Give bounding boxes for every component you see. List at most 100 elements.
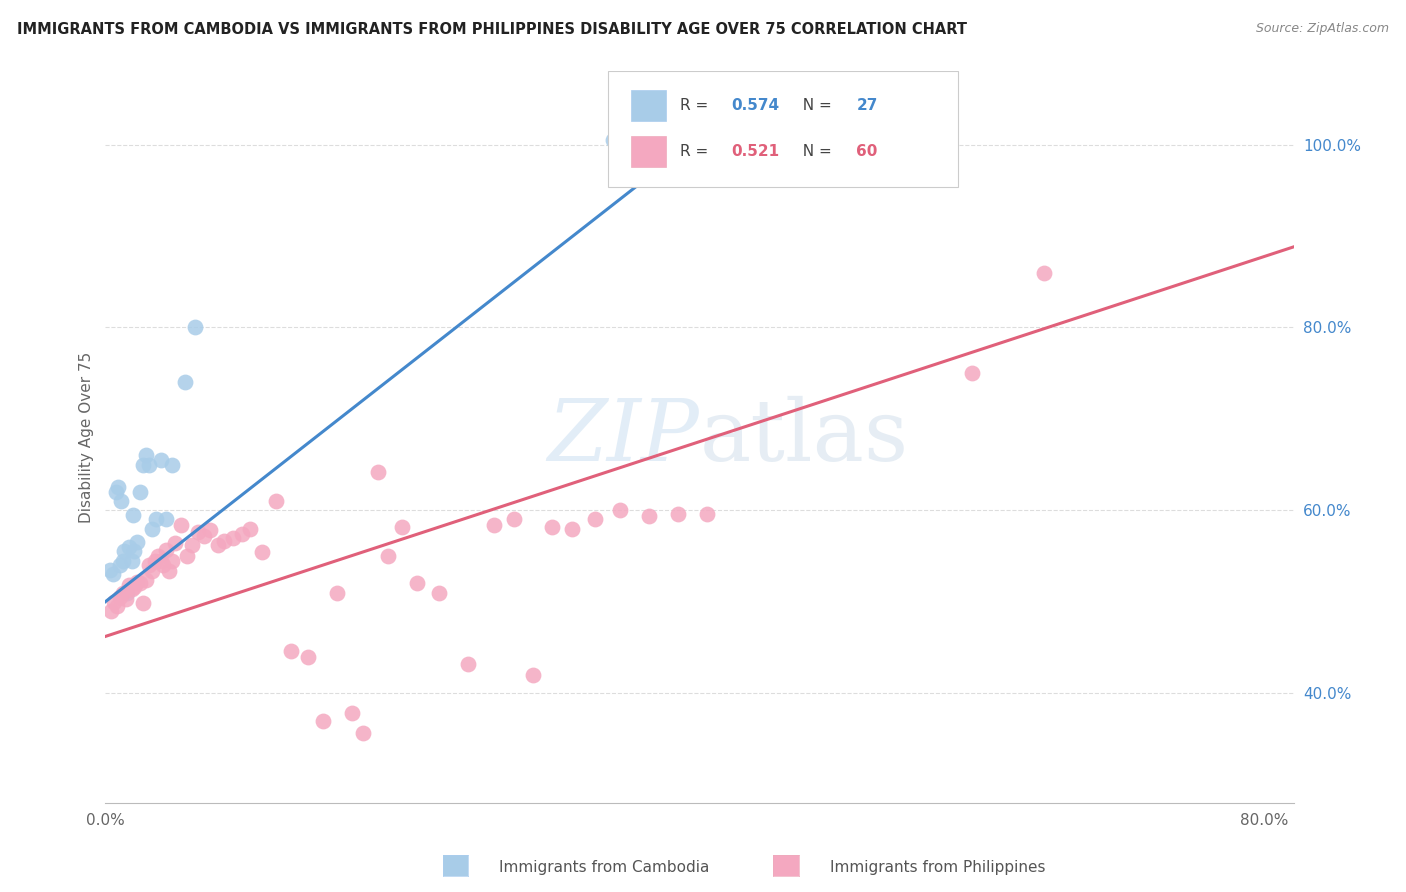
Point — [141, 521, 163, 535]
Point — [108, 558, 131, 573]
Point — [100, 604, 122, 618]
Point — [124, 580, 146, 594]
Point — [103, 595, 125, 609]
Point — [104, 485, 127, 500]
Point — [127, 535, 149, 549]
Point — [326, 585, 349, 599]
Point — [146, 549, 169, 563]
Point — [609, 503, 631, 517]
Point — [108, 590, 131, 604]
Text: 27: 27 — [856, 98, 877, 113]
Point — [157, 564, 180, 578]
Point — [176, 549, 198, 563]
Point — [138, 458, 160, 472]
Text: atlas: atlas — [700, 395, 908, 479]
Point — [391, 519, 413, 533]
Point — [111, 553, 134, 567]
Point — [110, 494, 132, 508]
Point — [198, 524, 221, 538]
Point — [184, 320, 207, 334]
Point — [352, 726, 374, 740]
Point — [297, 649, 319, 664]
Point — [170, 517, 193, 532]
Point — [174, 376, 197, 390]
Point — [214, 534, 236, 549]
Point — [112, 544, 135, 558]
Point — [135, 449, 157, 463]
Text: Immigrants from Cambodia: Immigrants from Cambodia — [499, 860, 710, 874]
Text: N =: N = — [793, 98, 837, 113]
Point — [101, 567, 124, 582]
Point — [141, 564, 163, 578]
Point — [143, 554, 166, 568]
Point — [666, 507, 689, 521]
Point — [637, 508, 659, 523]
Point — [155, 543, 177, 558]
Point — [522, 667, 544, 682]
Point — [149, 453, 172, 467]
Point — [121, 553, 143, 567]
Point — [129, 576, 152, 591]
Point — [503, 512, 526, 526]
Point — [280, 644, 302, 658]
Point — [266, 494, 288, 508]
Point — [124, 544, 146, 558]
Point — [960, 366, 983, 380]
Point — [160, 458, 183, 472]
Point — [583, 512, 606, 526]
Point — [117, 578, 139, 592]
Text: 0.521: 0.521 — [731, 145, 780, 160]
Point — [111, 585, 134, 599]
Point — [163, 536, 186, 550]
Point — [145, 512, 167, 526]
Bar — [630, 90, 666, 121]
Point — [105, 599, 128, 614]
Text: 60: 60 — [856, 145, 877, 160]
Point — [135, 573, 157, 587]
Point — [181, 538, 204, 552]
Point — [138, 558, 160, 573]
Point — [114, 591, 136, 606]
Text: R =: R = — [681, 98, 714, 113]
Point — [406, 576, 429, 591]
Text: N =: N = — [793, 145, 837, 160]
Point — [231, 527, 253, 541]
Point — [239, 521, 262, 535]
Text: R =: R = — [681, 145, 714, 160]
Point — [152, 558, 174, 573]
Point — [482, 517, 505, 532]
Point — [457, 657, 479, 671]
Point — [187, 525, 209, 540]
Point — [222, 531, 245, 545]
Point — [129, 485, 152, 500]
Point — [122, 508, 145, 522]
Text: IMMIGRANTS FROM CAMBODIA VS IMMIGRANTS FROM PHILIPPINES DISABILITY AGE OVER 75 C: IMMIGRANTS FROM CAMBODIA VS IMMIGRANTS F… — [17, 22, 967, 37]
Point — [250, 545, 273, 559]
Point — [602, 133, 624, 147]
Text: ZIP: ZIP — [547, 396, 700, 478]
Point — [696, 507, 718, 521]
Point — [1033, 266, 1056, 280]
Point — [132, 597, 155, 611]
Point — [98, 563, 121, 577]
Point — [540, 519, 562, 533]
Point — [149, 554, 172, 568]
Point — [160, 554, 183, 568]
Point — [132, 458, 155, 472]
Point — [312, 714, 335, 728]
Point — [115, 585, 138, 599]
Point — [193, 529, 215, 543]
Text: Immigrants from Philippines: Immigrants from Philippines — [830, 860, 1045, 874]
Point — [367, 465, 389, 479]
FancyBboxPatch shape — [607, 71, 959, 187]
Y-axis label: Disability Age Over 75: Disability Age Over 75 — [79, 351, 94, 523]
Point — [107, 480, 129, 494]
Point — [561, 521, 583, 535]
Point — [340, 706, 363, 721]
Point — [155, 512, 177, 526]
Point — [377, 549, 399, 563]
Point — [427, 585, 450, 599]
Point — [652, 137, 675, 152]
Point — [121, 582, 143, 596]
Text: Source: ZipAtlas.com: Source: ZipAtlas.com — [1256, 22, 1389, 36]
